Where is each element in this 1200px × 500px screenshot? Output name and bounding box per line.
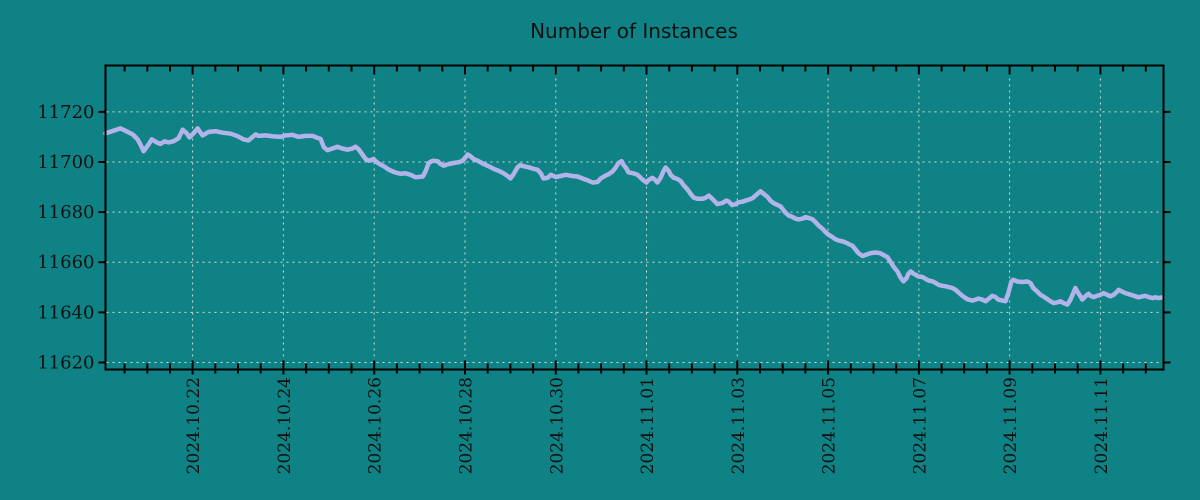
x-tick-label: 2024.11.07	[910, 377, 930, 474]
series-line	[103, 126, 1165, 307]
y-tick-label: 11680	[37, 202, 94, 223]
x-tick-label: 2024.10.24	[275, 377, 295, 474]
tick-labels: 11620 11640 11660 11680 11700 11720 2024.10.22…	[37, 102, 1112, 474]
x-tick-label: 2024.10.28	[457, 377, 477, 474]
x-tick-label: 2024.11.09	[1001, 377, 1021, 474]
x-tick-label: 2024.10.22	[184, 377, 204, 474]
x-tick-label: 2024.10.30	[547, 377, 567, 474]
x-tick-label: 2024.10.26	[366, 377, 386, 474]
x-tick-label: 2024.11.01	[638, 377, 658, 474]
y-tick-label: 11660	[37, 252, 94, 273]
y-tick-label: 11720	[37, 102, 94, 123]
chart-title: Number of Instances	[530, 19, 738, 43]
x-tick-label: 2024.11.11	[1092, 377, 1112, 474]
y-tick-label: 11620	[37, 353, 94, 374]
y-tick-label: 11640	[37, 302, 94, 323]
y-tick-label: 11700	[37, 152, 94, 173]
series-polyline	[103, 126, 1165, 307]
x-tick-label: 2024.11.05	[820, 377, 840, 474]
x-tick-label: 2024.11.03	[729, 377, 749, 474]
plot-border	[104, 64, 1165, 371]
axes	[98, 64, 1171, 375]
